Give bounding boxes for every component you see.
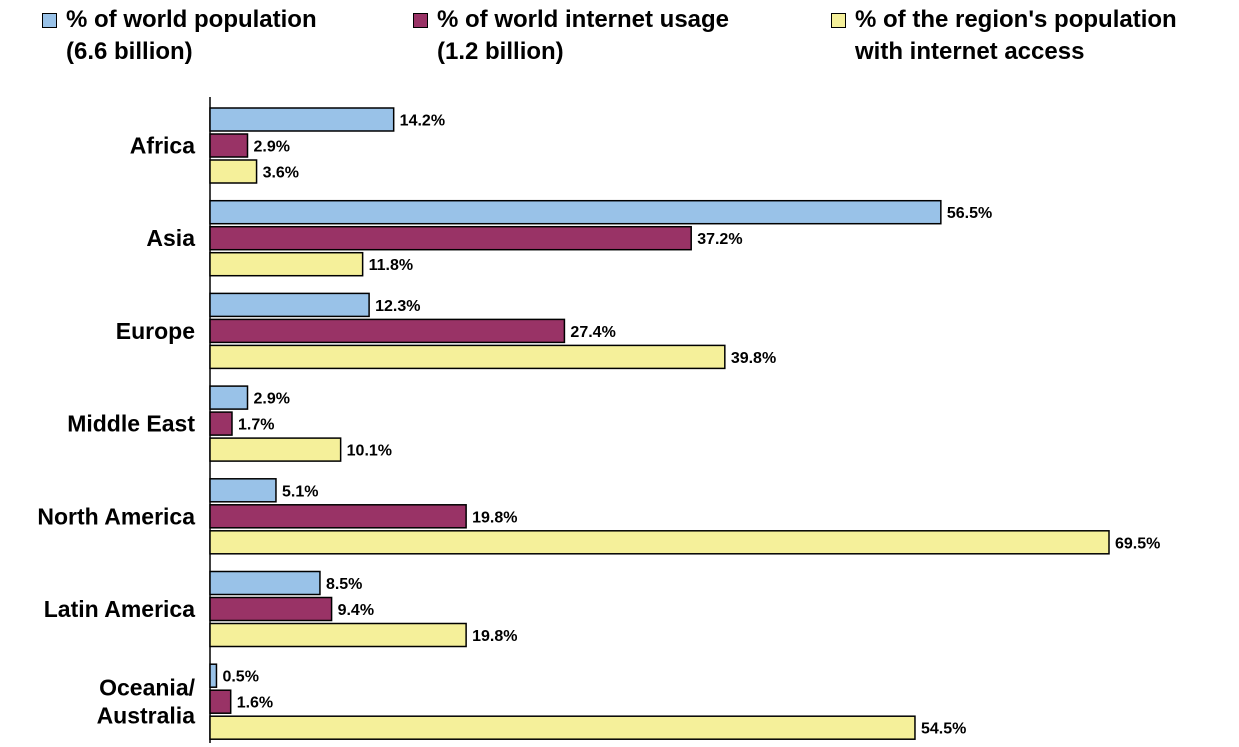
bar: [209, 504, 467, 529]
data-label: 11.8%: [369, 257, 413, 274]
data-label: 1.6%: [237, 695, 273, 712]
category-label: Oceania/Australia: [97, 675, 196, 729]
legend-swatch: [42, 13, 57, 28]
bar: [209, 199, 942, 225]
bar: [209, 689, 232, 714]
bar: [209, 133, 249, 158]
bar: [209, 570, 321, 596]
category-label: Asia: [146, 225, 195, 251]
data-label: 9.4%: [338, 602, 374, 619]
category-label: Europe: [116, 318, 195, 344]
legend-label-line: % of the region's population: [855, 6, 1177, 33]
bar: [209, 715, 916, 740]
data-label: 1.7%: [238, 417, 274, 434]
legend-swatch: [831, 13, 846, 28]
category-label: Africa: [130, 133, 195, 159]
data-label: 10.1%: [347, 443, 392, 460]
data-label: 12.3%: [375, 298, 420, 315]
data-label: 56.5%: [947, 205, 992, 222]
legend-label: % of world population (6.6 billion): [66, 4, 317, 68]
data-label: 3.6%: [263, 165, 299, 182]
category-label: Latin America: [44, 596, 195, 622]
data-label: 54.5%: [921, 721, 966, 738]
legend-label-line: % of world internet usage: [437, 6, 730, 33]
data-label: 5.1%: [282, 483, 318, 500]
data-label: 27.4%: [570, 324, 615, 341]
legend-label-line: (6.6 billion): [66, 38, 193, 65]
bar: [209, 596, 333, 622]
legend-label-line: (1.2 billion): [437, 38, 564, 65]
data-label: 0.5%: [222, 669, 258, 686]
bar: [209, 344, 726, 370]
data-label: 8.5%: [326, 576, 362, 593]
chart-legend: % of world population (6.6 billion) % of…: [0, 4, 1239, 84]
legend-swatch: [413, 13, 428, 28]
bar: [209, 411, 233, 436]
legend-label-line: with internet access: [855, 38, 1085, 65]
data-label: 2.9%: [254, 391, 290, 408]
bar: [209, 225, 692, 251]
data-label: 2.9%: [254, 139, 290, 156]
bar: [209, 437, 342, 462]
data-label: 19.8%: [472, 509, 517, 526]
data-label: 19.8%: [472, 628, 517, 645]
bar: [209, 663, 218, 688]
legend-label: % of world internet usage (1.2 billion): [437, 4, 729, 68]
bar: [209, 622, 467, 648]
bar: [209, 385, 249, 410]
bar: [209, 251, 364, 277]
data-label: 39.8%: [731, 350, 776, 367]
data-label: 69.5%: [1115, 535, 1160, 552]
legend-label-line: % of world population: [66, 6, 317, 33]
bar: [209, 478, 277, 503]
bar: [209, 107, 395, 132]
bar: [209, 159, 258, 184]
bar: [209, 292, 370, 318]
category-label: Middle East: [67, 411, 195, 437]
data-label: 14.2%: [400, 113, 445, 130]
legend-label: % of the region's population with intern…: [855, 4, 1177, 68]
data-label: 37.2%: [697, 231, 742, 248]
bar: [209, 318, 566, 344]
bar: [209, 530, 1110, 555]
category-label: North America: [37, 503, 195, 529]
